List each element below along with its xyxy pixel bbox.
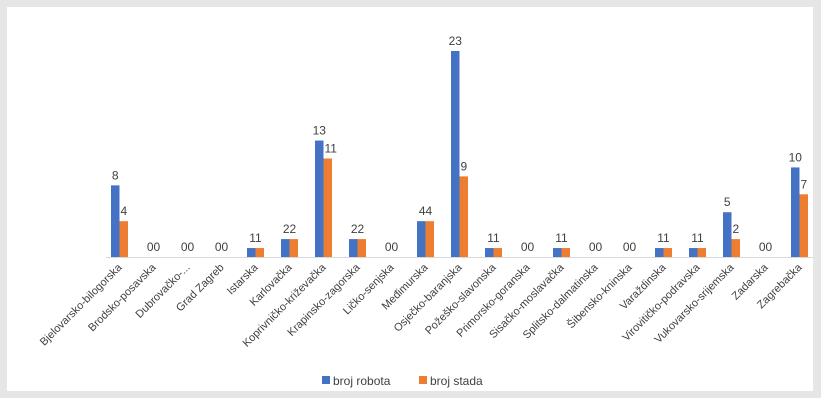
data-label-broj-stada-zagrebacka: 7 [801, 177, 808, 191]
data-labels-group: 8 4 00 00 00 11 22 13 11 22 00 44 23 9 11 00 11 00 00 11 11 5… [112, 34, 808, 254]
data-label-grad-zagreb: 00 [215, 240, 229, 254]
bar-broj-stada-zagrebacka [799, 194, 808, 257]
data-label-splitsko-dalmatinska: 00 [589, 240, 603, 254]
data-label-krapinsko-zagorska: 22 [351, 222, 365, 236]
data-label-broj-robota-koprivnicko-krizevacka: 13 [313, 124, 327, 138]
bar-broj-robota-koprivnicko-krizevacka [315, 140, 324, 257]
bar-broj-stada-sisacko-moslavacka [561, 248, 570, 257]
legend: broj robota broj stada [322, 374, 483, 388]
bar-broj-robota-osjecko-baranjska [451, 51, 460, 257]
bar-broj-robota-istarska [247, 248, 256, 257]
bar-broj-stada-krapinsko-zagorska [357, 239, 366, 257]
category-labels-group: Bjelovarsko-bilogorskaBrodsko-posavskaDu… [38, 260, 805, 349]
data-label-primorsko-goranska: 00 [521, 240, 535, 254]
bar-broj-robota-karlovacka [281, 239, 290, 257]
data-label-istarska: 11 [249, 231, 262, 245]
data-label-broj-stada-vukovarsko-srijemska: 2 [733, 222, 740, 236]
bar-broj-stada-koprivnicko-krizevacka [323, 158, 332, 257]
data-label-viroviticko-podravska: 11 [691, 231, 704, 245]
data-label-broj-robota-osjecko-baranjska: 23 [449, 34, 463, 48]
bar-broj-robota-varazdinska [655, 248, 664, 257]
bar-broj-robota-krapinsko-zagorska [349, 239, 358, 257]
bar-broj-robota-medimurska [417, 221, 426, 257]
data-label-varazdinska: 11 [657, 231, 670, 245]
chart-card: 8 4 00 00 00 11 22 13 11 22 00 44 23 9 11 00 11 00 00 11 11 5… [7, 7, 813, 391]
legend-label-broj-stada: broj stada [430, 374, 483, 388]
category-label-sibensko-kninska: Šibensko-kninska [564, 260, 635, 331]
data-label-broj-robota-vukovarsko-srijemska: 5 [724, 195, 731, 209]
bar-broj-stada-karlovacka [289, 239, 298, 257]
bar-broj-robota-zagrebacka [791, 167, 800, 257]
bar-broj-robota-vukovarsko-srijemska [723, 212, 732, 257]
data-label-broj-stada-osjecko-baranjska: 9 [461, 159, 468, 173]
legend-label-broj-robota: broj robota [333, 374, 391, 388]
bar-broj-stada-varazdinska [663, 248, 672, 257]
data-label-medimurska: 44 [419, 204, 433, 218]
bar-broj-robota-bjelovarsko-bilogorska [111, 185, 120, 257]
bar-broj-stada-pozesko-slavonska [493, 248, 502, 257]
data-label-sisacko-moslavacka: 11 [555, 231, 568, 245]
data-label-broj-robota-zagrebacka: 10 [789, 150, 803, 164]
data-label-licko-senjska: 00 [385, 240, 399, 254]
bar-broj-robota-sisacko-moslavacka [553, 248, 562, 257]
bar-broj-stada-medimurska [425, 221, 434, 257]
bar-broj-stada-bjelovarsko-bilogorska [119, 221, 128, 257]
bar-broj-stada-osjecko-baranjska [459, 176, 468, 257]
data-label-broj-stada-bjelovarsko-bilogorska: 4 [121, 204, 128, 218]
data-label-brodsko-posavska: 00 [147, 240, 161, 254]
legend-swatch-broj-robota [322, 376, 330, 384]
data-label-pozesko-slavonska: 11 [487, 231, 500, 245]
data-label-karlovacka: 22 [283, 222, 297, 236]
bar-broj-robota-pozesko-slavonska [485, 248, 494, 257]
bar-chart: 8 4 00 00 00 11 22 13 11 22 00 44 23 9 11 00 11 00 00 11 11 5… [38, 34, 813, 388]
data-label-dubrovacko: 00 [181, 240, 195, 254]
data-label-sibensko-kninska: 00 [623, 240, 637, 254]
bar-broj-robota-viroviticko-podravska [689, 248, 698, 257]
bar-broj-stada-viroviticko-podravska [697, 248, 706, 257]
data-label-zadarska: 00 [759, 240, 773, 254]
bar-broj-stada-vukovarsko-srijemska [731, 239, 740, 257]
bars-group [111, 51, 808, 257]
legend-swatch-broj-stada [419, 376, 427, 384]
data-label-broj-stada-koprivnicko-krizevacka: 11 [325, 141, 338, 155]
bar-broj-stada-istarska [255, 248, 264, 257]
data-label-broj-robota-bjelovarsko-bilogorska: 8 [112, 168, 119, 182]
